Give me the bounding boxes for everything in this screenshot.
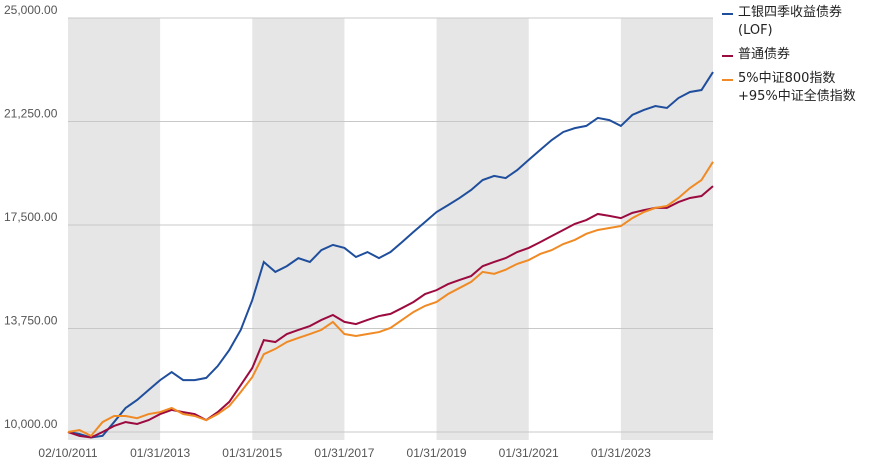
- x-tick-label: 01/31/2013: [130, 446, 190, 460]
- x-tick-label: 01/31/2015: [222, 446, 282, 460]
- band: [252, 18, 345, 440]
- series-line: [67, 185, 714, 439]
- band: [436, 18, 529, 440]
- x-tick-label: 01/31/2019: [407, 446, 467, 460]
- legend-item: 5%中证800指数+95%中证全债指数: [722, 70, 872, 106]
- series-line: [67, 161, 714, 438]
- x-tick-label: 01/31/2017: [314, 446, 374, 460]
- legend-swatch: [722, 55, 733, 57]
- y-tick-label: 25,000.00: [4, 3, 58, 17]
- x-tick-label: 01/31/2023: [591, 446, 651, 460]
- legend-label: 5%中证800指数+95%中证全债指数: [738, 71, 856, 104]
- band: [68, 18, 161, 440]
- legend-swatch: [722, 13, 733, 15]
- x-tick-label: 02/10/2011: [38, 446, 97, 460]
- y-tick-label: 10,000.00: [4, 417, 58, 431]
- y-tick-label: 13,750.00: [4, 314, 58, 328]
- y-tick-label: 17,500.00: [4, 210, 58, 224]
- y-tick-label: 21,250.00: [4, 107, 58, 121]
- band: [620, 18, 713, 440]
- legend-label: 普通债券: [738, 47, 791, 62]
- legend-label: 工银四季收益债券(LOF): [738, 5, 843, 38]
- legend-item: 普通债券: [722, 46, 872, 64]
- legend-item: 工银四季收益债券(LOF): [722, 4, 872, 40]
- x-tick-label: 01/31/2021: [499, 446, 559, 460]
- legend-swatch: [722, 79, 733, 81]
- series-line: [67, 71, 714, 439]
- legend: 工银四季收益债券(LOF) 普通债券 5%中证800指数+95%中证全债指数: [722, 4, 872, 112]
